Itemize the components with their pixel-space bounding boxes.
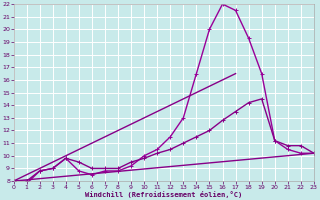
X-axis label: Windchill (Refroidissement éolien,°C): Windchill (Refroidissement éolien,°C)	[85, 191, 242, 198]
